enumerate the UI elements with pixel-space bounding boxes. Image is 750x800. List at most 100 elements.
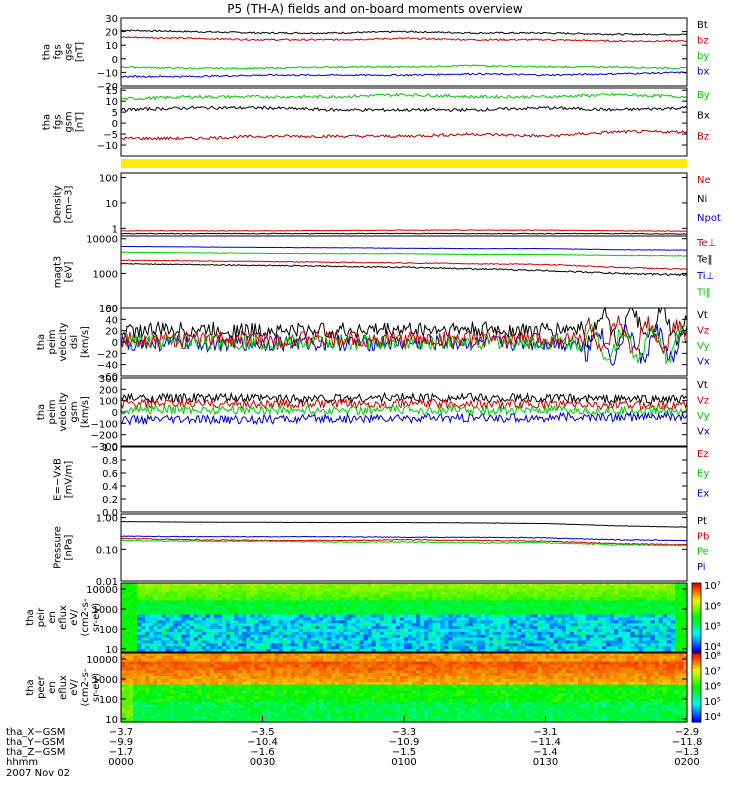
- spectrogram-cell: [214, 588, 219, 593]
- spectrogram-cell: [533, 603, 538, 607]
- legend-Ne: Ne: [697, 175, 711, 186]
- spectrogram-cell: [266, 719, 272, 723]
- spectrogram-cell: [298, 690, 304, 694]
- spectrogram-cell: [121, 634, 126, 639]
- spectrogram-cell: [201, 617, 207, 621]
- spectrogram-cell: [153, 629, 158, 633]
- spectrogram-cell: [205, 643, 211, 647]
- spectrogram-cell: [181, 585, 187, 590]
- spectrogram-cell: [153, 626, 158, 630]
- spectrogram-cell: [638, 623, 644, 627]
- spectrogram-cell: [262, 643, 268, 647]
- spectrogram-cell: [561, 629, 567, 633]
- spectrogram-cell: [307, 646, 312, 650]
- spectrogram-cell: [181, 620, 187, 624]
- spectrogram-cell: [274, 684, 280, 689]
- spectrogram-cell: [149, 670, 154, 674]
- spectrogram-cell: [125, 713, 130, 717]
- spectrogram-cell: [246, 594, 251, 598]
- spectrogram-cell: [351, 631, 356, 636]
- spectrogram-cell: [683, 649, 688, 653]
- spectrogram-cell: [327, 594, 332, 598]
- spectrogram-cell: [476, 606, 482, 610]
- spectrogram-cell: [585, 634, 591, 639]
- spectrogram-cell: [185, 658, 191, 663]
- spectrogram-cell: [161, 634, 166, 639]
- spectrogram-cell: [141, 594, 146, 598]
- spectrogram-cell: [359, 594, 365, 598]
- legend-Vz: Vz: [697, 326, 709, 337]
- spectrogram-cell: [266, 696, 272, 700]
- spectrogram-cell: [666, 646, 672, 650]
- spectrogram-cell: [266, 617, 272, 621]
- spectrogram-cell: [214, 661, 219, 666]
- spectrogram-cell: [323, 704, 328, 709]
- spectrogram-cell: [400, 640, 405, 644]
- spectrogram-cell: [121, 603, 126, 607]
- spectrogram-cell: [121, 583, 126, 587]
- spectrogram-cell: [513, 634, 518, 639]
- spectrogram-cell: [282, 637, 288, 642]
- spectrogram-cell: [622, 620, 627, 624]
- ytick-label: 5: [112, 108, 118, 119]
- spectrogram-cell: [274, 600, 280, 604]
- spectrogram-cell: [278, 704, 284, 709]
- spectrogram-cell: [234, 606, 239, 610]
- spectrogram-cell: [674, 634, 680, 639]
- spectrogram-cell: [323, 701, 328, 706]
- spectrogram-cell: [181, 653, 187, 657]
- spectrogram-cell: [569, 631, 575, 636]
- spectrogram-cell: [343, 640, 348, 644]
- spectrogram-cell: [444, 617, 449, 621]
- spectrogram-cell: [323, 678, 328, 683]
- spectrogram-cell: [282, 684, 288, 689]
- spectrogram-cell: [250, 640, 255, 644]
- spectrogram-cell: [610, 640, 615, 644]
- spectrogram-cell: [222, 696, 227, 700]
- spectrogram-cell: [298, 670, 304, 674]
- spectrogram-cell: [375, 608, 381, 613]
- spectrogram-cell: [181, 681, 187, 686]
- spectrogram-cell: [161, 606, 166, 610]
- spectrogram-cell: [165, 637, 171, 642]
- spectrogram-cell: [133, 629, 138, 633]
- spectrogram-cell: [165, 626, 171, 630]
- spectrogram-cell: [517, 649, 522, 653]
- spectrogram-cell: [391, 588, 397, 593]
- spectrogram-cell: [173, 710, 179, 714]
- spectrogram-cell: [133, 603, 138, 607]
- spectrogram-cell: [270, 704, 276, 709]
- spectrogram-cell: [242, 678, 247, 683]
- spectrogram-cell: [125, 667, 130, 671]
- spectrogram-cell: [149, 649, 154, 653]
- spectrogram-cell: [331, 585, 336, 590]
- spectrogram-cell: [307, 713, 312, 717]
- spectrogram-cell: [683, 646, 688, 650]
- spectrogram-cell: [594, 611, 599, 616]
- spectrogram-cell: [222, 664, 227, 668]
- spectrogram-cell: [509, 597, 514, 601]
- spectrogram-cell: [230, 588, 235, 593]
- spectrogram-cell: [666, 640, 672, 644]
- spectrogram-cell: [347, 620, 352, 624]
- spectrogram-cell: [618, 606, 623, 610]
- spectrogram-cell: [319, 655, 324, 660]
- spectrogram-cell: [307, 676, 312, 680]
- spectrogram-cell: [323, 617, 328, 621]
- spectrogram-cell: [286, 678, 292, 683]
- spectrogram-cell: [298, 606, 304, 610]
- spectrogram-cell: [250, 704, 255, 709]
- spectrogram-cell: [452, 637, 458, 642]
- spectrogram-cell: [294, 667, 300, 671]
- spectrogram-cell: [157, 704, 162, 709]
- spectrogram-cell: [286, 646, 292, 650]
- spectrogram-cell: [218, 681, 223, 686]
- spectrogram-cell: [432, 611, 437, 616]
- spectrogram-cell: [670, 637, 676, 642]
- spectrogram-cell: [363, 608, 369, 613]
- spectrogram-cell: [181, 673, 187, 677]
- spectrogram-cell: [666, 623, 672, 627]
- spectrogram-cell: [391, 591, 397, 596]
- spectrogram-cell: [189, 585, 195, 590]
- spectrogram-cell: [250, 623, 255, 627]
